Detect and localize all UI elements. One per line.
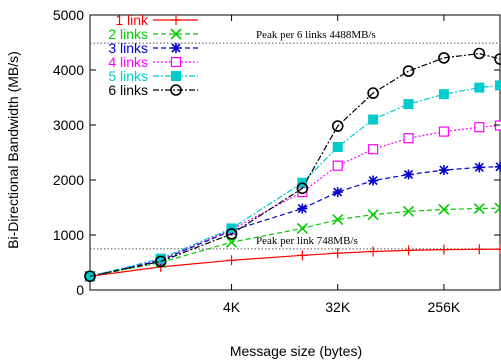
legend-entry: 5 links [108, 68, 198, 84]
legend-label: 3 links [108, 40, 148, 56]
data-point [402, 65, 415, 77]
data-point [225, 228, 238, 240]
data-point [368, 114, 379, 125]
legend-entry: 3 links [108, 40, 198, 56]
data-point [367, 209, 379, 221]
data-point [297, 250, 308, 261]
series-5-links [85, 80, 501, 282]
data-point [332, 248, 343, 259]
y-axis-label: Bi-Directional Bandwidth (MB/s) [5, 51, 21, 249]
legend-label: 5 links [108, 68, 148, 84]
legend-entry: 1 link [115, 12, 198, 28]
data-point [495, 244, 501, 255]
data-point [368, 144, 379, 155]
y-tick-label: 4000 [53, 62, 84, 78]
data-point [438, 52, 450, 64]
series-4-links [84, 120, 501, 282]
data-point [495, 161, 501, 172]
data-point [296, 222, 308, 234]
x-tick-label: 4K [223, 299, 241, 315]
data-point [473, 47, 486, 60]
y-tick-label: 3000 [53, 117, 84, 133]
data-point [474, 162, 485, 173]
data-point [171, 43, 181, 53]
data-point [494, 120, 501, 131]
data-point [494, 53, 501, 65]
data-point [403, 169, 414, 180]
data-point [474, 122, 485, 133]
plot-frame [89, 14, 501, 291]
data-point [297, 203, 308, 214]
peak-lines: Peak per 6 links 4488MB/s Peak per link 7… [90, 29, 500, 250]
x-axis: 4K 32K 256K [223, 15, 461, 315]
series-line [89, 52, 501, 277]
data-point [474, 82, 485, 93]
y-tick-label: 2000 [53, 172, 84, 188]
data-point [438, 165, 449, 176]
data-point [473, 203, 485, 215]
data-point [438, 203, 450, 215]
data-point [474, 244, 485, 255]
data-point [332, 160, 343, 171]
legend-entry: 4 links [108, 54, 198, 70]
data-point [368, 246, 379, 257]
plot-area [89, 14, 501, 291]
peak-line-label: Peak per 6 links 4488MB/s [256, 29, 376, 41]
data-point [84, 270, 96, 283]
data-point [438, 89, 449, 100]
legend-label: 6 links [108, 82, 148, 98]
legend-label: 2 links [108, 26, 148, 42]
data-point [170, 28, 182, 40]
data-point [332, 142, 343, 152]
legend-entry: 6 links [108, 82, 198, 98]
series-line [89, 248, 501, 277]
y-axis: 0 1000 2000 3000 4000 5000 [53, 7, 500, 298]
legend-label: 4 links [108, 54, 148, 70]
data-point [403, 133, 414, 144]
x-tick-label: 32K [325, 299, 351, 315]
series-6-links [84, 47, 501, 283]
data-point [368, 175, 379, 186]
data-point [495, 80, 501, 91]
series-line [89, 207, 501, 277]
series-group [84, 47, 501, 283]
series-line [89, 166, 501, 277]
data-point [494, 202, 501, 214]
y-tick-label: 1000 [53, 227, 84, 243]
legend-label: 1 link [115, 12, 149, 28]
data-point [403, 245, 414, 256]
legend-entry: 2 links [108, 26, 198, 42]
x-tick-label: 256K [428, 299, 461, 315]
data-point [331, 120, 344, 132]
data-point [170, 84, 182, 96]
data-point [403, 99, 414, 110]
data-point [332, 187, 343, 198]
x-axis-label: Message size (bytes) [230, 343, 362, 359]
data-point [438, 244, 449, 255]
data-point [402, 205, 415, 217]
data-point [296, 182, 309, 195]
data-point [170, 56, 182, 68]
series-3-links [85, 161, 501, 282]
data-point [367, 87, 379, 99]
y-tick-label: 0 [76, 282, 84, 298]
data-point [226, 255, 237, 266]
data-point [171, 15, 181, 25]
series-line [89, 84, 501, 277]
y-tick-label: 5000 [53, 7, 84, 23]
data-point [171, 71, 181, 81]
data-point [154, 255, 167, 268]
data-point [332, 214, 344, 226]
data-point [225, 236, 238, 248]
peak-line-label: Peak per link 748MB/s [256, 235, 358, 247]
series-line [89, 125, 501, 277]
data-point [438, 126, 450, 137]
